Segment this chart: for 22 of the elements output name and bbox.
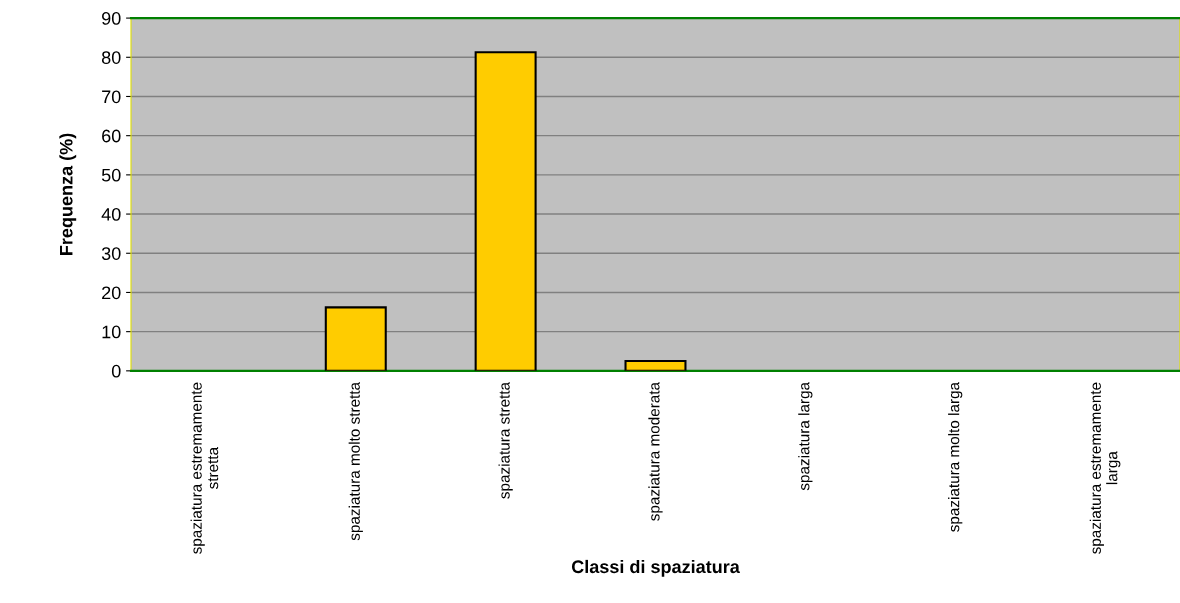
y-tick-label: 70 xyxy=(102,90,121,104)
x-tick-label: spaziatura molto larga xyxy=(948,381,963,532)
y-tick-label: 90 xyxy=(102,12,121,25)
x-tick-label: spaziatura larga xyxy=(798,381,813,491)
bar xyxy=(474,51,537,371)
x-tick-label: spaziatura estremamente larga xyxy=(1089,382,1121,554)
x-tick-label: spaziatura moderata xyxy=(648,381,663,521)
y-tick-label: 20 xyxy=(102,286,121,300)
x-tick-label: spaziatura estremamente stretta xyxy=(190,382,219,554)
bar xyxy=(624,360,687,371)
y-tick-label: 0 xyxy=(111,364,121,378)
y-tick-label: 10 xyxy=(102,325,121,339)
y-tick-label: 50 xyxy=(101,168,121,182)
y-tick-label: 40 xyxy=(101,208,121,221)
y-tick-label: 80 xyxy=(101,51,121,65)
bar xyxy=(324,306,387,371)
x-tick-label: spaziatura molto stretta xyxy=(348,381,363,541)
y-tick-label: 30 xyxy=(101,247,121,260)
x-tick-label: spaziatura stretta xyxy=(498,381,513,499)
y-axis-title: Frequenza (%) xyxy=(59,133,77,255)
x-axis-title: Classi di spaziatura xyxy=(571,559,740,577)
y-tick-label: 60 xyxy=(102,129,121,143)
